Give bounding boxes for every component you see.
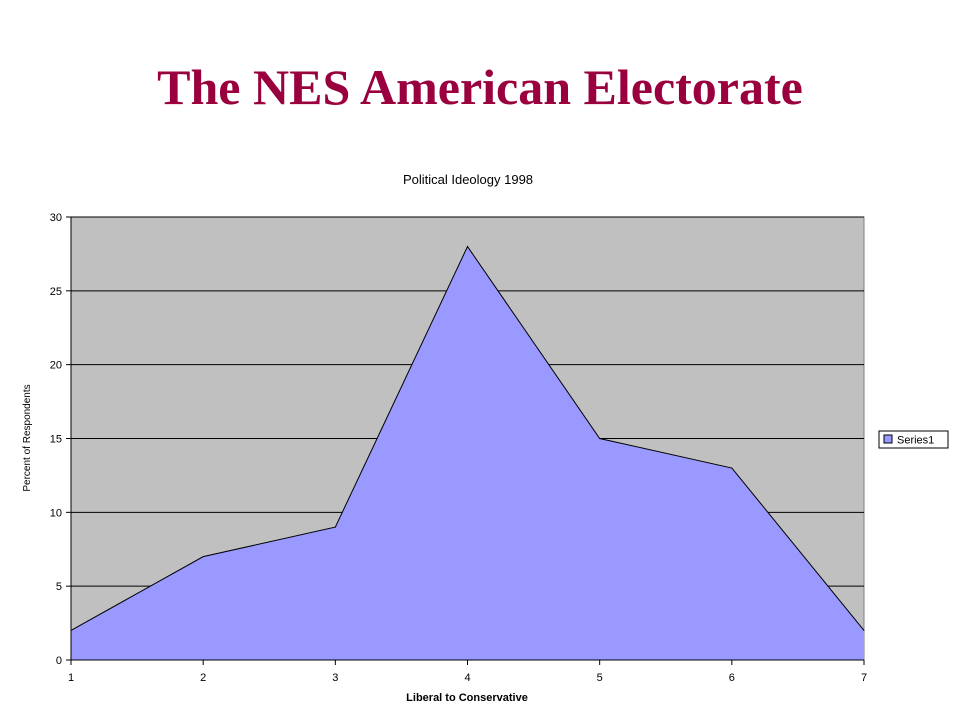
y-tick-label: 0 xyxy=(56,655,62,667)
y-tick-label: 10 xyxy=(50,507,62,519)
x-tick-label: 3 xyxy=(332,672,338,684)
x-tick-label: 7 xyxy=(861,672,867,684)
legend-label: Series1 xyxy=(897,435,934,447)
data-point xyxy=(599,438,601,439)
x-tick-label: 6 xyxy=(729,672,735,684)
y-tick-label: 15 xyxy=(50,434,62,446)
y-tick-label: 5 xyxy=(56,581,62,593)
data-point xyxy=(334,526,336,528)
x-tick-label: 2 xyxy=(200,672,206,684)
y-axis-label: Percent of Respondents xyxy=(22,384,33,491)
legend-box xyxy=(878,430,949,449)
chart-title: Political Ideology 1998 xyxy=(403,172,533,187)
x-tick-label: 5 xyxy=(597,672,603,684)
data-point xyxy=(731,467,733,469)
x-axis: 1 2 3 4 5 6 7 xyxy=(68,659,867,684)
data-point xyxy=(467,246,468,248)
series-area xyxy=(70,245,865,661)
y-tick-label: 30 xyxy=(50,212,62,224)
y-tick-label: 25 xyxy=(50,286,62,298)
legend-swatch xyxy=(883,434,893,444)
legend: Series1 xyxy=(878,430,949,449)
y-tick-label: 20 xyxy=(50,360,62,372)
data-point xyxy=(202,556,204,558)
series-area-fill xyxy=(71,246,864,661)
y-axis: 0 5 10 15 20 25 30 xyxy=(50,212,72,667)
slide-title: The NES American Electorate xyxy=(157,59,803,115)
x-axis-label: Liberal to Conservative xyxy=(406,692,528,704)
x-tick-label: 4 xyxy=(464,672,470,684)
data-point xyxy=(863,629,865,631)
x-tick-label: 1 xyxy=(68,672,74,684)
